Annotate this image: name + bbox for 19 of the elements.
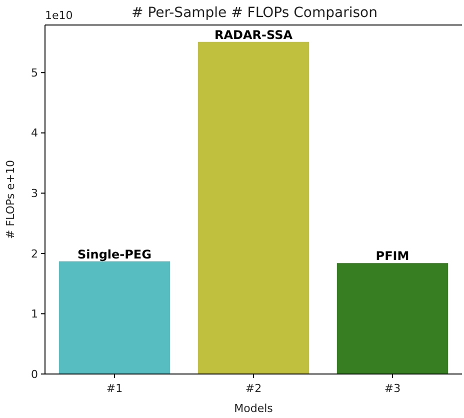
x-tick-label: #3 — [384, 382, 401, 395]
annotation: Single-PEG — [78, 247, 152, 262]
annotation: PFIM — [376, 249, 410, 264]
y-axis-title: # FLOPs e+10 — [4, 160, 17, 240]
y-tick-label: 2 — [31, 247, 38, 260]
bar — [198, 42, 310, 374]
y-tick-label: 4 — [31, 126, 38, 140]
y-tick-label: 3 — [31, 187, 38, 200]
y-tick-label: 0 — [31, 368, 38, 381]
y-tick-label: 1 — [31, 308, 38, 321]
bar — [58, 261, 170, 374]
bar — [336, 263, 448, 374]
y-tick-label: 5 — [31, 66, 38, 80]
chart-title: # Per-Sample # FLOPs Comparison — [132, 5, 378, 21]
x-tick-label: #1 — [106, 382, 123, 395]
x-tick-label: #2 — [245, 382, 262, 395]
annotation: RADAR-SSA — [214, 28, 294, 42]
text: 1e10 — [45, 9, 73, 22]
x-axis-title: Models — [234, 402, 274, 415]
